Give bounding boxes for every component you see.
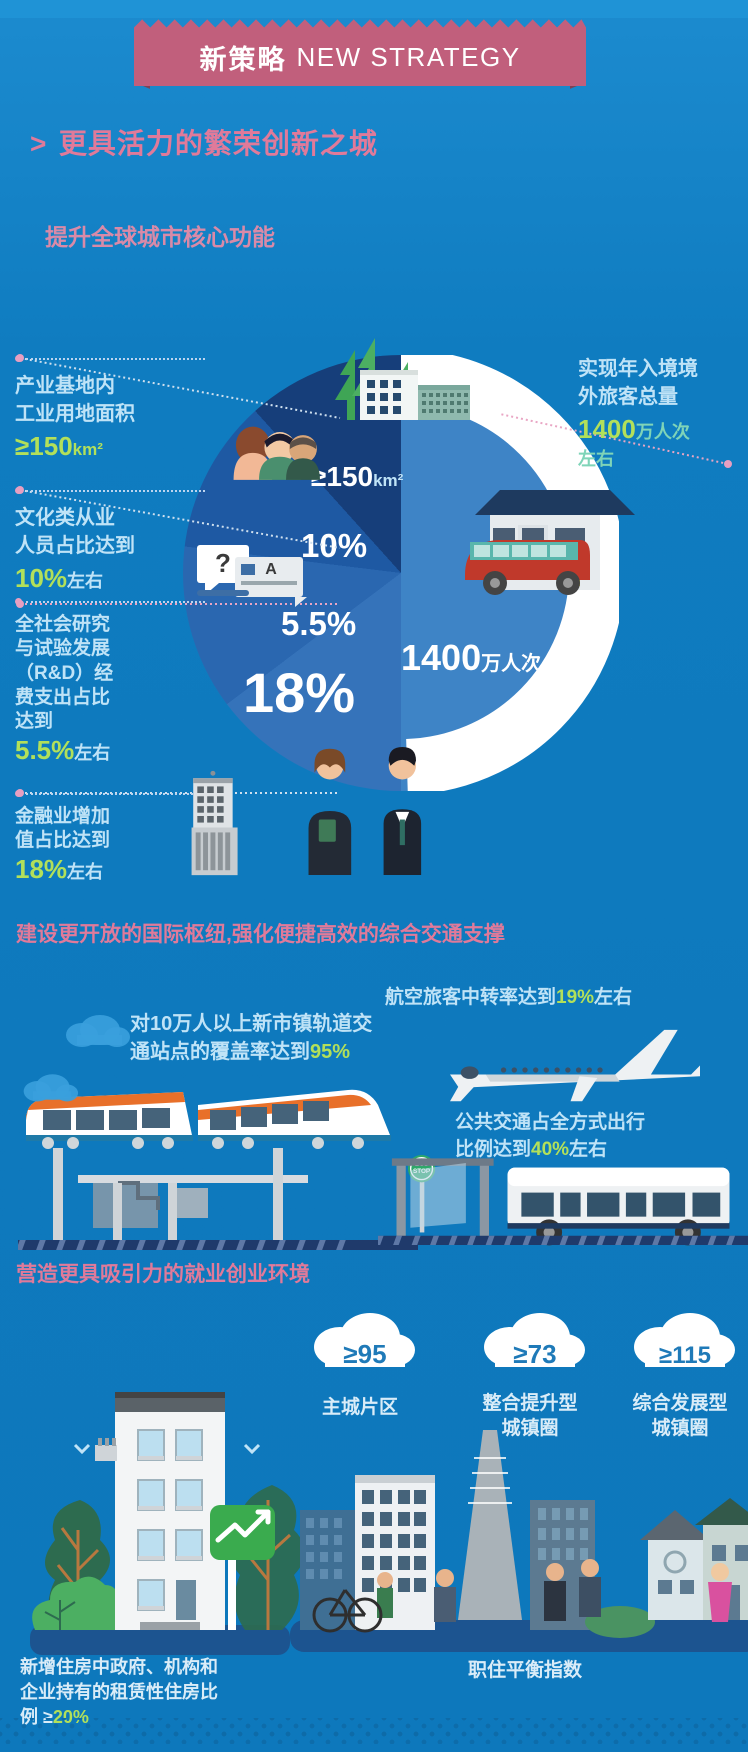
svg-text:≥115: ≥115 — [659, 1342, 711, 1369]
svg-text:≥95: ≥95 — [343, 1339, 386, 1369]
svg-text:≥73: ≥73 — [513, 1339, 556, 1369]
svg-text:?: ? — [215, 548, 231, 578]
svg-text:A: A — [265, 561, 277, 578]
